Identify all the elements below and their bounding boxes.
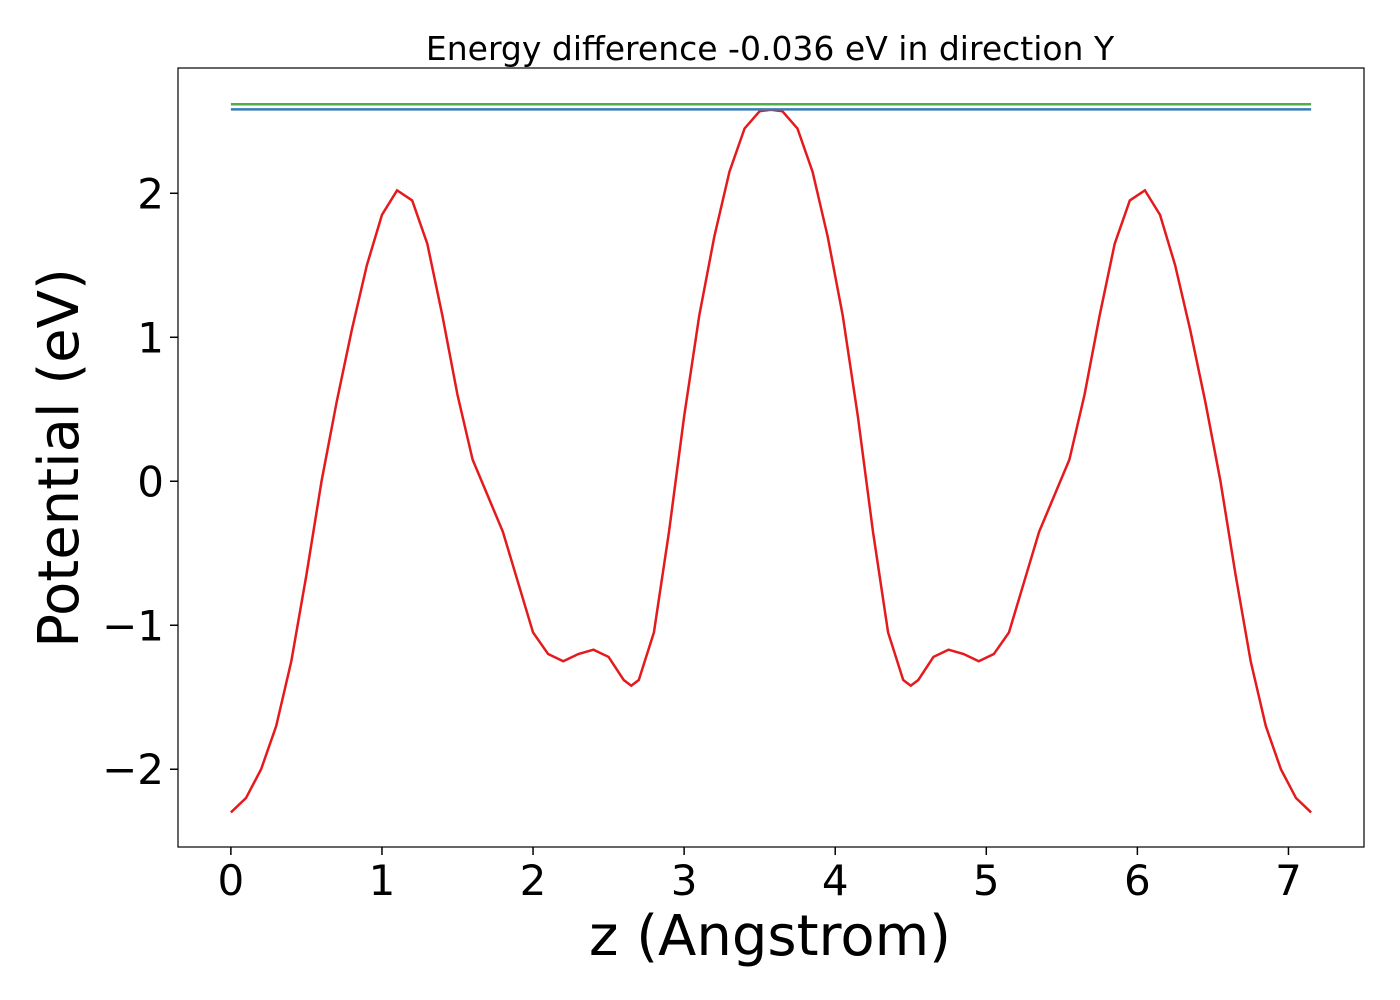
x-tick-label: 3 [671, 856, 698, 905]
y-axis-label: Potential (eV) [27, 268, 92, 648]
chart-title: Energy difference -0.036 eV in direction… [426, 29, 1115, 68]
x-axis-label: z (Angstrom) [589, 904, 951, 969]
x-tick-label: 6 [1124, 856, 1151, 905]
y-tick-label: −1 [102, 601, 164, 650]
y-tick-label: −2 [102, 745, 164, 794]
x-tick-label: 7 [1275, 856, 1302, 905]
y-tick-label: 2 [137, 169, 164, 218]
x-tick-label: 4 [822, 856, 849, 905]
y-tick-label: 0 [137, 457, 164, 506]
y-tick-label: 1 [137, 313, 164, 362]
plot-frame [177, 67, 1365, 848]
x-tick-label: 5 [973, 856, 1000, 905]
x-tick-label: 0 [218, 856, 245, 905]
line-series [230, 108, 1312, 814]
x-tick-label: 2 [520, 856, 547, 905]
x-tick-label: 1 [369, 856, 396, 905]
